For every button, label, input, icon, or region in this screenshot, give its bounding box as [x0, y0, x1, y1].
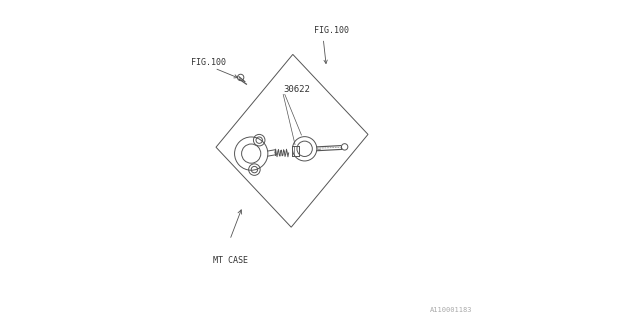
Text: FIG.100: FIG.100: [314, 26, 349, 35]
Text: 30622: 30622: [283, 85, 310, 94]
Text: MT CASE: MT CASE: [212, 256, 248, 265]
Text: FIG.100: FIG.100: [191, 58, 227, 67]
Text: A110001183: A110001183: [429, 308, 472, 313]
